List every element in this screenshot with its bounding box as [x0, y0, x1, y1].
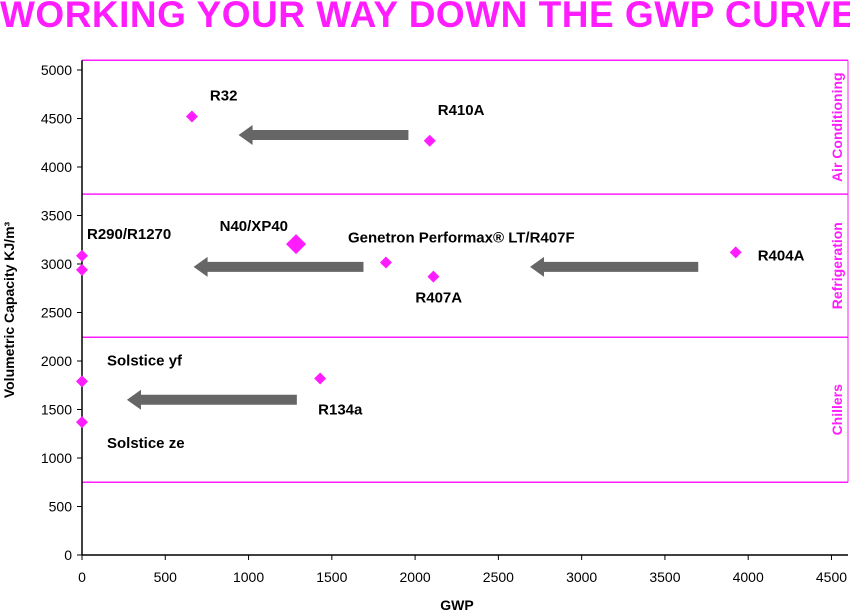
left-arrow	[126, 389, 297, 410]
x-tick-label: 4000	[733, 569, 764, 585]
data-point	[76, 416, 88, 429]
y-tick-label: 4500	[41, 111, 72, 127]
region-label: Chillers	[829, 384, 845, 436]
left-arrow	[530, 256, 699, 277]
data-point	[379, 256, 392, 269]
left-arrow	[193, 256, 364, 277]
y-tick-label: 0	[64, 547, 72, 563]
x-tick-label: 2500	[483, 569, 514, 585]
y-tick-label: 2500	[41, 305, 72, 321]
data-point	[423, 134, 436, 147]
y-tick-label: 1000	[41, 450, 72, 466]
y-tick-label: 1500	[41, 402, 72, 418]
data-point	[286, 234, 307, 255]
x-tick-label: 500	[154, 569, 178, 585]
point-label: N40/XP40	[220, 218, 288, 235]
data-point	[76, 263, 88, 276]
y-tick-label: 2000	[41, 353, 72, 369]
y-tick-label: 3000	[41, 256, 72, 272]
x-tick-label: 1000	[233, 569, 264, 585]
x-axis-label: GWP	[440, 597, 473, 612]
region-label: Air Conditioning	[829, 72, 845, 182]
point-label: R407A	[415, 290, 462, 307]
point-label: Solstice ze	[107, 435, 185, 452]
region-label: Refrigeration	[829, 222, 845, 309]
point-label: R404A	[758, 247, 805, 264]
data-point	[314, 372, 327, 385]
x-tick-label: 2000	[400, 569, 431, 585]
data-point	[729, 246, 742, 259]
data-point	[427, 270, 440, 283]
point-label: R134a	[318, 401, 363, 418]
x-tick-label: 1500	[316, 569, 347, 585]
point-label: R290/R1270	[87, 226, 171, 243]
data-point	[76, 249, 88, 262]
x-tick-label: 3500	[649, 569, 680, 585]
left-arrow	[238, 124, 409, 145]
data-point	[76, 375, 88, 388]
x-tick-label: 4500	[816, 569, 847, 585]
y-tick-label: 500	[49, 499, 73, 515]
x-tick-label: 3000	[566, 569, 597, 585]
data-point	[185, 110, 198, 123]
y-axis-label: Volumetric Capacity KJ/m³	[1, 221, 17, 398]
chart-title: WORKING YOUR WAY DOWN THE GWP CURVE	[0, 0, 850, 35]
point-label: R410A	[438, 102, 485, 119]
point-label: Solstice yf	[107, 352, 183, 369]
y-tick-label: 4000	[41, 159, 72, 175]
x-tick-label: 0	[78, 569, 86, 585]
point-label: R32	[210, 88, 238, 105]
point-label: Genetron Performax® LT/R407F	[348, 230, 575, 247]
y-tick-label: 5000	[41, 62, 72, 78]
y-tick-label: 3500	[41, 208, 72, 224]
